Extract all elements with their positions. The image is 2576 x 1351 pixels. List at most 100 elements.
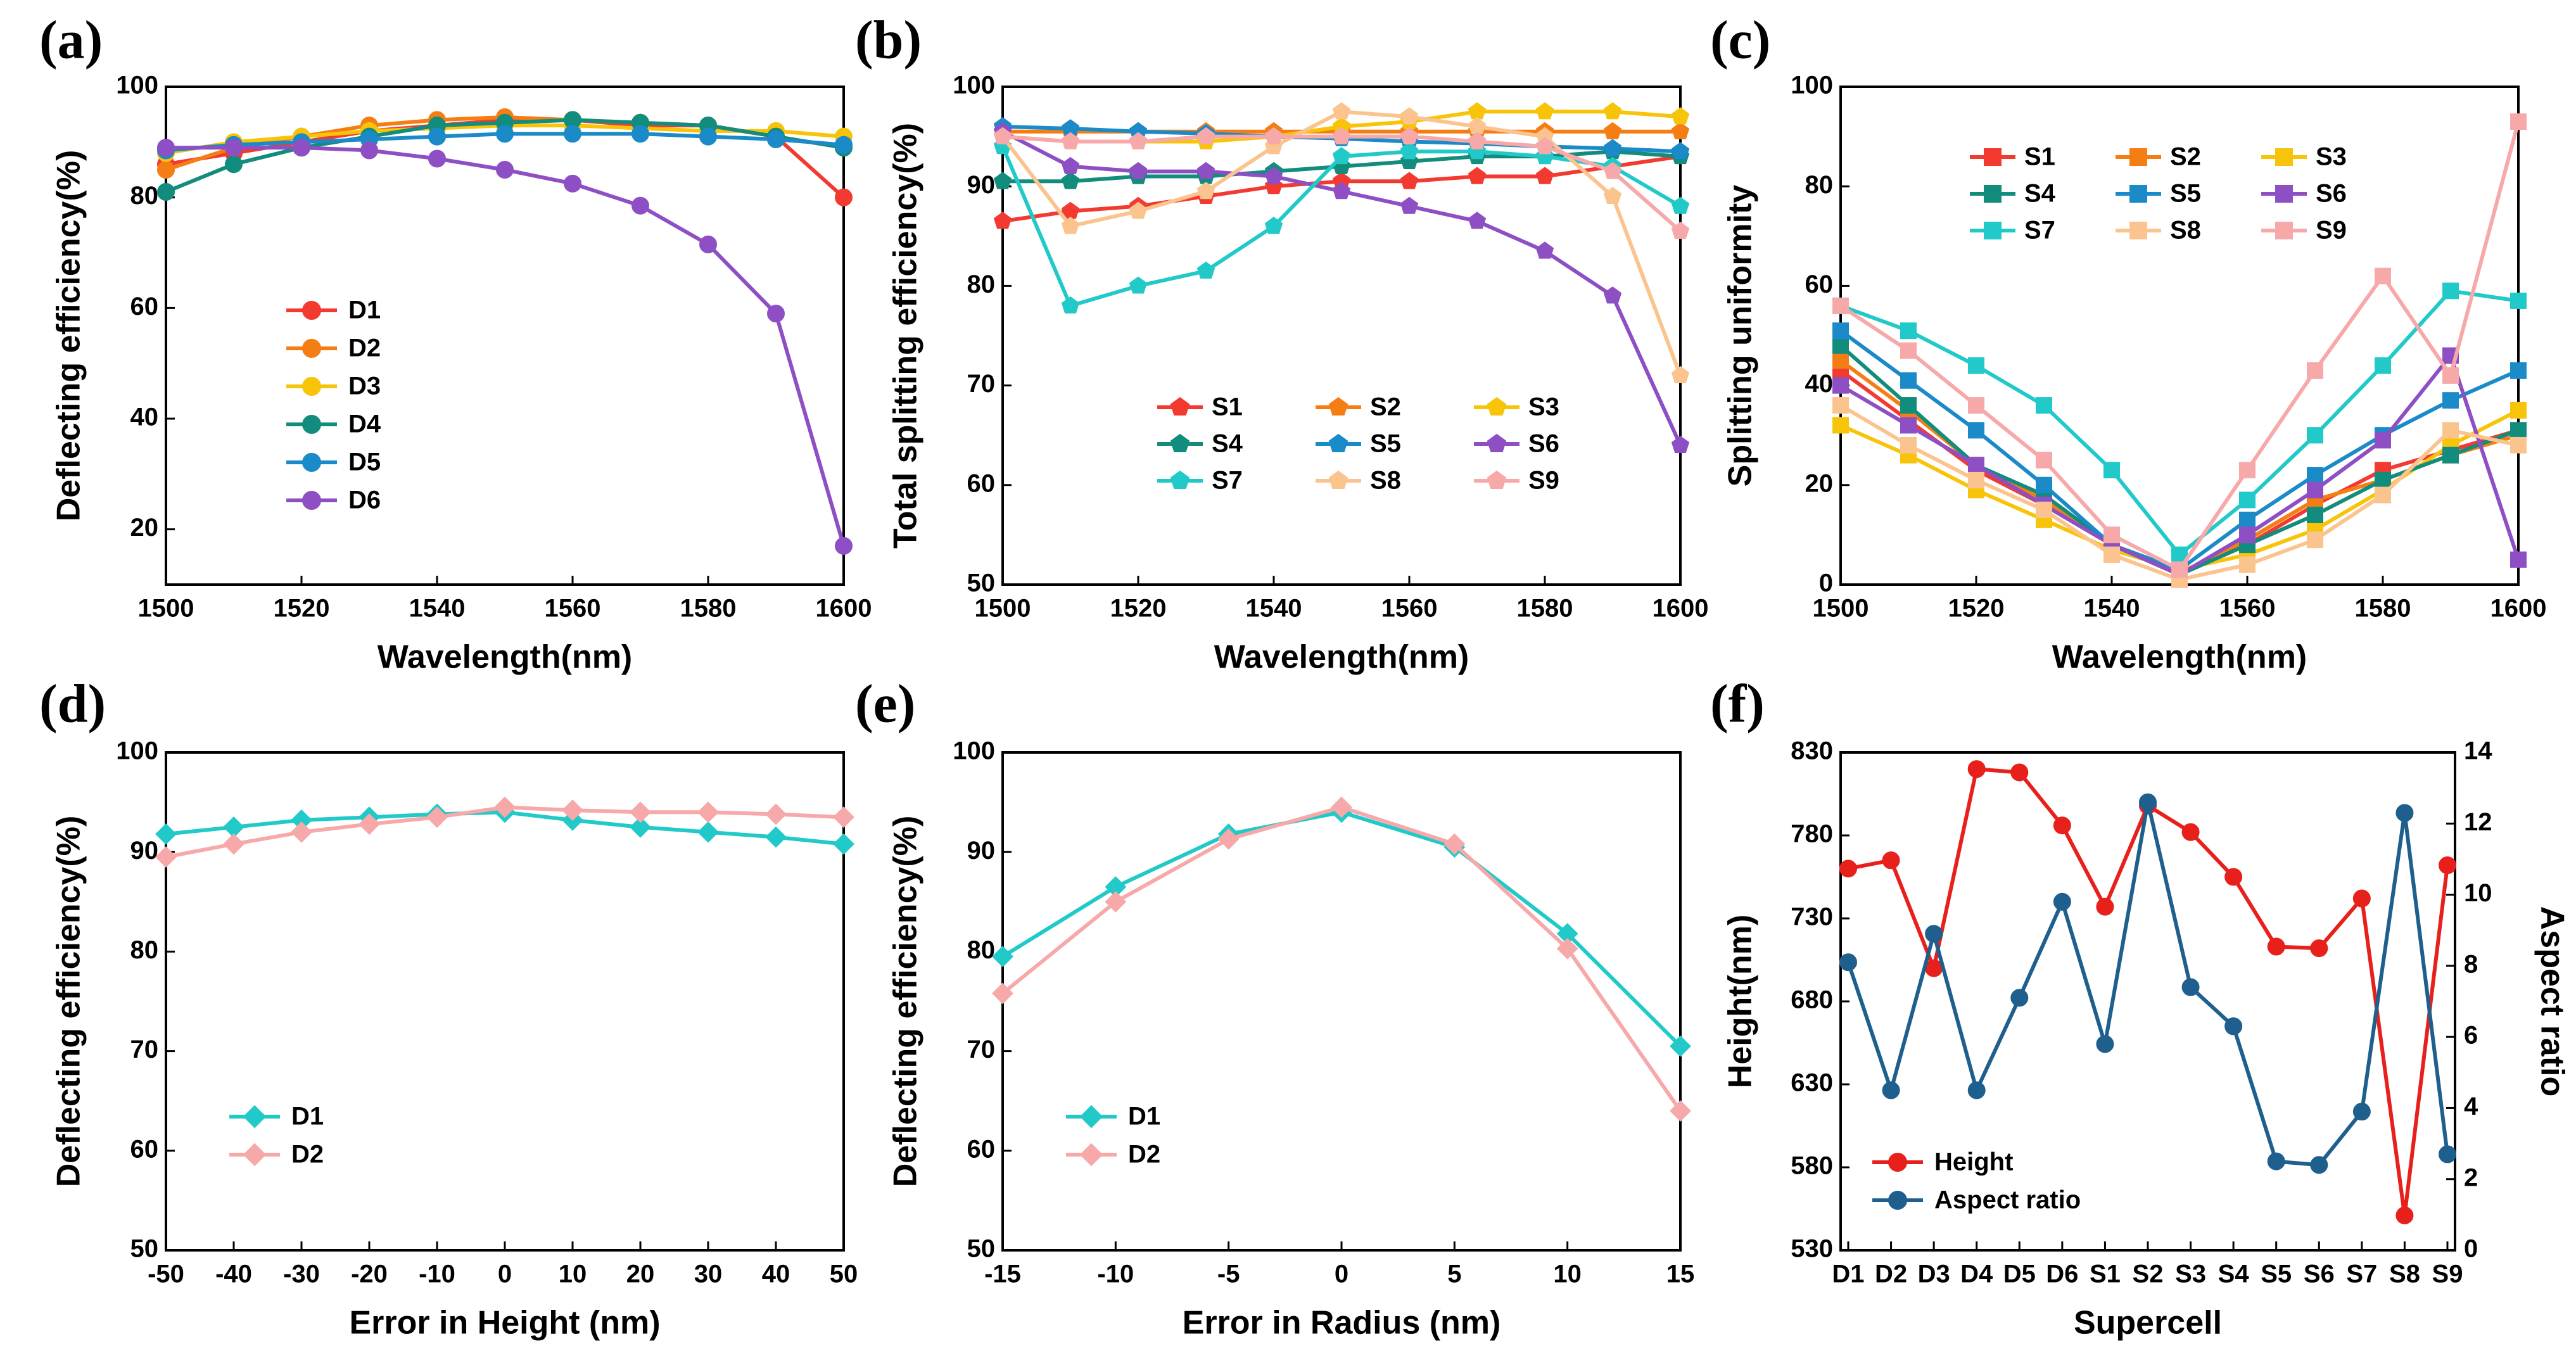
x-tick-label: -5 bbox=[1217, 1260, 1240, 1288]
legend-marker bbox=[2129, 222, 2147, 239]
plot-frame bbox=[1001, 86, 1682, 586]
data-point bbox=[1061, 172, 1080, 189]
data-point bbox=[2510, 551, 2527, 568]
data-point bbox=[2010, 989, 2029, 1007]
data-point bbox=[697, 821, 719, 843]
y-tick-label: 50 bbox=[130, 1235, 159, 1263]
data-point bbox=[1129, 276, 1148, 294]
data-point bbox=[223, 833, 244, 855]
data-point bbox=[631, 196, 649, 215]
data-point bbox=[767, 305, 785, 323]
panel-e: (e) -15 -10 -5 0 5 10 15 50 60 70 80 90 100 Error in R… bbox=[855, 673, 1694, 1341]
x-tick-label: -20 bbox=[351, 1260, 388, 1288]
y2-axis-label: Aspect ratio bbox=[2534, 906, 2570, 1097]
y-tick-label: 730 bbox=[1791, 903, 1833, 931]
legend-label: D3 bbox=[348, 372, 381, 400]
data-point bbox=[2307, 362, 2323, 379]
x-tick-label: 20 bbox=[626, 1260, 655, 1288]
legend-label: Height bbox=[1934, 1148, 2013, 1176]
data-point bbox=[1603, 122, 1622, 139]
data-point bbox=[2395, 804, 2414, 822]
data-point bbox=[2442, 447, 2459, 464]
panel-b: (b) 1500 1520 1540 1560 1580 1600 50 60 70 80 90 100… bbox=[855, 10, 1708, 676]
x-tick-label: 1580 bbox=[680, 595, 737, 623]
data-point bbox=[2053, 892, 2071, 911]
data-point bbox=[2307, 427, 2323, 444]
x-axis-label: Error in Radius (nm) bbox=[1183, 1305, 1501, 1341]
legend: S1 S2 S3 S4 S5 S6 S7 S8 S9 bbox=[1970, 143, 2347, 244]
data-point bbox=[562, 799, 583, 821]
plot-frame bbox=[165, 86, 845, 586]
x-tick-label: S2 bbox=[2133, 1260, 2164, 1288]
data-point bbox=[1331, 796, 1352, 818]
data-point bbox=[1332, 147, 1351, 165]
legend-marker bbox=[1170, 433, 1190, 452]
data-point bbox=[1061, 156, 1080, 174]
data-point bbox=[2510, 362, 2527, 379]
y-tick-label: 70 bbox=[130, 1036, 159, 1063]
x-axis-label: Error in Height (nm) bbox=[349, 1305, 660, 1341]
data-point bbox=[1839, 953, 1857, 972]
data-point bbox=[2239, 526, 2256, 543]
data-point bbox=[1882, 1081, 1900, 1100]
x-tick-label: 50 bbox=[830, 1260, 858, 1288]
legend-label: S2 bbox=[2170, 143, 2201, 171]
data-point bbox=[2307, 506, 2323, 523]
data-point bbox=[1332, 182, 1351, 200]
y-axis-label: Deflecting efficiency(%) bbox=[887, 816, 924, 1188]
x-tick-label: -10 bbox=[419, 1260, 455, 1288]
data-point bbox=[2442, 367, 2459, 384]
series-s9 bbox=[1832, 113, 2527, 578]
y-tick-label: 530 bbox=[1791, 1235, 1833, 1263]
y-tick-label: 0 bbox=[1819, 569, 1833, 597]
legend-marker bbox=[302, 301, 321, 320]
plot-frame bbox=[1839, 751, 2456, 1252]
data-point bbox=[699, 127, 717, 146]
data-point bbox=[1332, 102, 1351, 120]
data-point bbox=[1832, 417, 1849, 434]
legend-marker bbox=[1984, 222, 2002, 239]
data-point bbox=[1968, 471, 1984, 488]
data-point bbox=[225, 139, 243, 157]
data-point bbox=[993, 172, 1012, 189]
data-point bbox=[428, 127, 446, 146]
data-point bbox=[1832, 352, 1849, 369]
data-point bbox=[2267, 1152, 2285, 1170]
data-point bbox=[1217, 828, 1240, 850]
y-tick-label: 80 bbox=[967, 270, 996, 298]
data-point bbox=[1900, 372, 1917, 389]
x-tick-label: S3 bbox=[2175, 1260, 2206, 1288]
data-point bbox=[1968, 397, 1984, 414]
series-line bbox=[1001, 810, 1682, 1048]
data-point bbox=[1535, 102, 1554, 120]
data-point bbox=[2352, 1103, 2371, 1121]
data-point bbox=[2375, 357, 2391, 374]
data-point bbox=[2224, 1017, 2243, 1036]
legend-marker bbox=[1170, 396, 1190, 415]
series-aspect-ratio bbox=[1839, 793, 2456, 1174]
y-tick-label: 580 bbox=[1791, 1152, 1833, 1180]
data-point bbox=[992, 982, 1013, 1005]
series-s9 bbox=[993, 127, 1690, 239]
x-tick-label: 1580 bbox=[2355, 595, 2411, 623]
series-d2 bbox=[992, 796, 1691, 1122]
y-tick-label: 80 bbox=[1805, 171, 1834, 199]
legend-marker bbox=[302, 491, 321, 510]
legend-marker bbox=[2129, 185, 2147, 203]
data-point bbox=[1535, 127, 1554, 144]
legend-marker bbox=[302, 415, 321, 434]
y-tick-label: 60 bbox=[130, 1135, 159, 1163]
legend-marker bbox=[302, 339, 321, 358]
panel-label: (f) bbox=[1710, 673, 1765, 734]
data-point bbox=[630, 801, 651, 823]
data-point bbox=[2375, 432, 2391, 449]
data-point bbox=[2375, 267, 2391, 284]
x-tick-label: 1520 bbox=[1110, 595, 1167, 623]
data-point bbox=[2036, 502, 2052, 519]
data-point bbox=[1832, 337, 1849, 354]
panel-c: (c) 1500 1520 1540 1560 1580 1600 0 20 40 60 80 100 W… bbox=[1710, 10, 2546, 676]
y-tick-label: 60 bbox=[1805, 270, 1834, 298]
series-height bbox=[1839, 760, 2456, 1224]
y-tick-label: 70 bbox=[967, 1036, 996, 1063]
y-tick-label: 60 bbox=[967, 469, 996, 497]
